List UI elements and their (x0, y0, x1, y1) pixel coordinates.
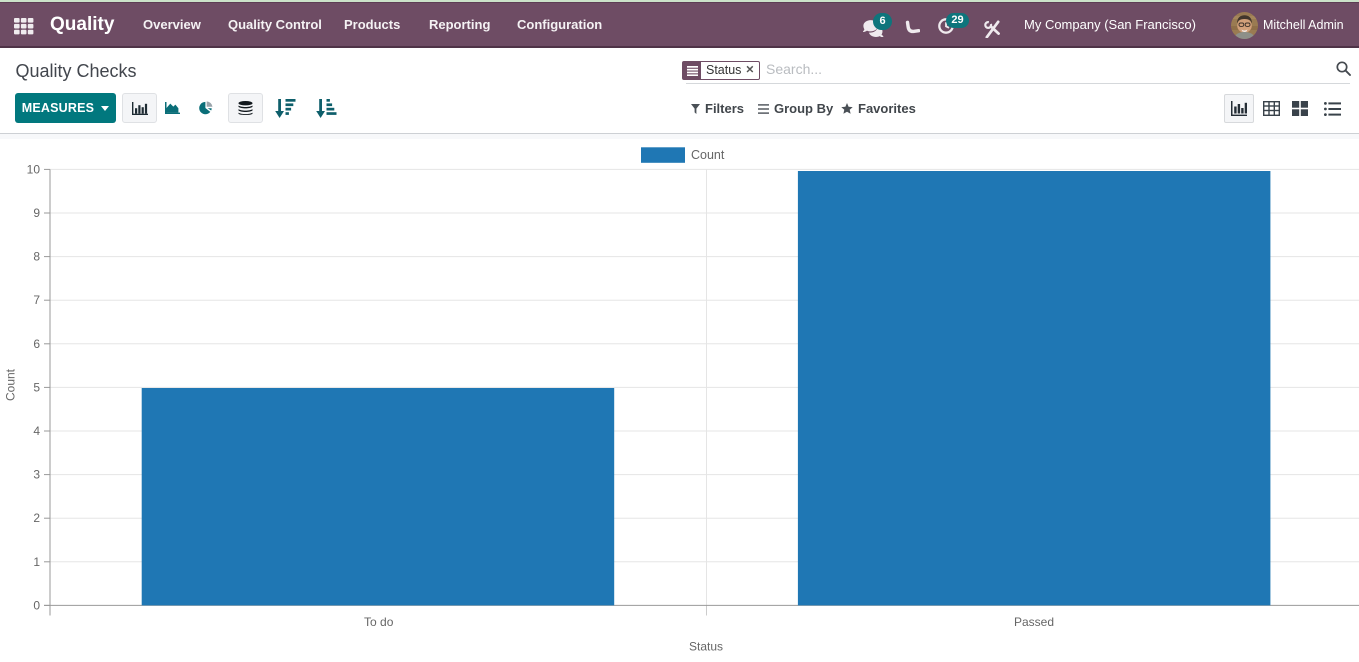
svg-text:Count: Count (4, 368, 18, 401)
svg-text:Count: Count (691, 148, 725, 162)
svg-text:3: 3 (33, 468, 40, 482)
svg-text:Status: Status (689, 640, 723, 654)
svg-text:To do: To do (364, 615, 394, 629)
svg-text:5: 5 (33, 380, 40, 394)
svg-text:9: 9 (33, 206, 40, 220)
svg-text:4: 4 (33, 424, 40, 438)
svg-text:6: 6 (33, 337, 40, 351)
svg-text:1: 1 (33, 555, 40, 569)
svg-text:Passed: Passed (1014, 615, 1054, 629)
svg-text:8: 8 (33, 250, 40, 264)
svg-text:7: 7 (33, 293, 40, 307)
svg-text:10: 10 (27, 162, 41, 176)
svg-text:0: 0 (33, 598, 40, 612)
svg-text:2: 2 (33, 511, 40, 525)
